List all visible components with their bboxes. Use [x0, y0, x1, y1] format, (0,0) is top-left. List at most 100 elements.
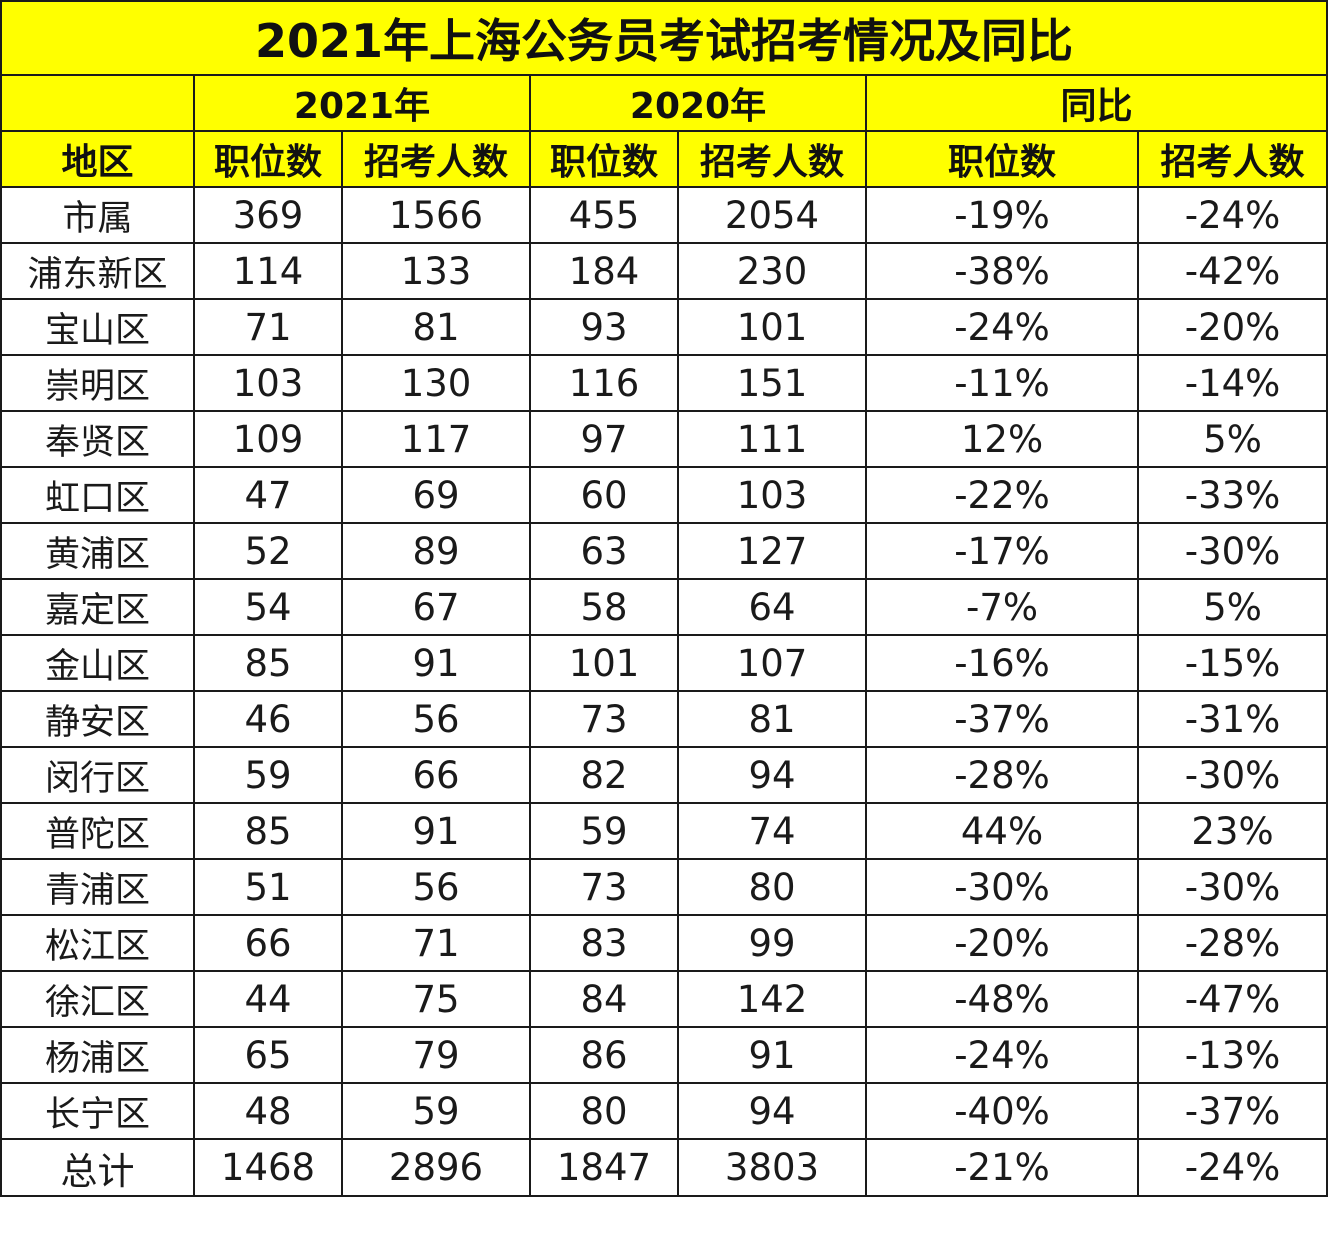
table-row: 静安区 46 56 73 81 -37% -31% — [0, 690, 1329, 748]
region-cell: 奉贤区 — [0, 410, 195, 468]
recruits-2021-cell: 66 — [341, 746, 531, 804]
positions-2021-cell: 59 — [193, 746, 343, 804]
table-row: 杨浦区 65 79 86 91 -24% -13% — [0, 1026, 1329, 1084]
region-cell: 宝山区 — [0, 298, 195, 356]
recruits-2021-cell: 79 — [341, 1026, 531, 1084]
recruits-yoy-cell: -37% — [1136, 1082, 1329, 1140]
recruits-yoy-cell: -30% — [1136, 746, 1329, 804]
recruits-2021-cell: 91 — [341, 634, 531, 692]
total-positions-yoy-cell: -21% — [865, 1138, 1139, 1197]
column-header-region: 地区 — [0, 130, 195, 188]
recruits-2021-cell: 56 — [341, 858, 531, 916]
recruits-yoy-cell: -42% — [1136, 242, 1329, 300]
table-row: 青浦区 51 56 73 80 -30% -30% — [0, 858, 1329, 916]
recruits-yoy-cell: -28% — [1136, 914, 1329, 972]
positions-2020-cell: 116 — [529, 354, 679, 412]
positions-yoy-cell: -24% — [865, 1026, 1139, 1084]
positions-2021-cell: 71 — [193, 298, 343, 356]
positions-2020-cell: 58 — [529, 578, 679, 636]
table-row: 虹口区 47 69 60 103 -22% -33% — [0, 466, 1329, 524]
positions-yoy-cell: -40% — [865, 1082, 1139, 1140]
positions-2020-cell: 82 — [529, 746, 679, 804]
recruits-yoy-cell: 23% — [1136, 802, 1329, 860]
table-row: 徐汇区 44 75 84 142 -48% -47% — [0, 970, 1329, 1028]
positions-yoy-cell: -16% — [865, 634, 1139, 692]
column-header-positions-2020: 职位数 — [529, 130, 679, 188]
positions-2021-cell: 54 — [193, 578, 343, 636]
positions-yoy-cell: -48% — [865, 970, 1139, 1028]
table-row: 松江区 66 71 83 99 -20% -28% — [0, 914, 1329, 972]
positions-2020-cell: 73 — [529, 858, 679, 916]
column-header-recruits-2020: 招考人数 — [677, 130, 867, 188]
positions-2020-cell: 84 — [529, 970, 679, 1028]
recruits-yoy-cell: -24% — [1136, 186, 1329, 244]
recruits-2020-cell: 103 — [677, 466, 867, 524]
table-row: 长宁区 48 59 80 94 -40% -37% — [0, 1082, 1329, 1140]
table-row: 奉贤区 109 117 97 111 12% 5% — [0, 410, 1329, 468]
positions-2020-cell: 63 — [529, 522, 679, 580]
positions-yoy-cell: -22% — [865, 466, 1139, 524]
year-header-2020: 2020年 — [529, 74, 867, 132]
recruits-yoy-cell: -30% — [1136, 522, 1329, 580]
recruits-2020-cell: 94 — [677, 1082, 867, 1140]
positions-2021-cell: 103 — [193, 354, 343, 412]
positions-2021-cell: 46 — [193, 690, 343, 748]
positions-2021-cell: 85 — [193, 802, 343, 860]
positions-yoy-cell: -20% — [865, 914, 1139, 972]
positions-yoy-cell: -37% — [865, 690, 1139, 748]
column-header-positions-2021: 职位数 — [193, 130, 343, 188]
recruits-2021-cell: 89 — [341, 522, 531, 580]
recruits-2020-cell: 80 — [677, 858, 867, 916]
column-header-recruits-yoy: 招考人数 — [1136, 130, 1329, 188]
year-header-yoy: 同比 — [864, 74, 1329, 132]
recruits-2020-cell: 127 — [677, 522, 867, 580]
table-row: 崇明区 103 130 116 151 -11% -14% — [0, 354, 1329, 412]
total-row: 总计 1468 2896 1847 3803 -21% -24% — [0, 1138, 1329, 1197]
region-cell: 嘉定区 — [0, 578, 195, 636]
positions-2021-cell: 109 — [193, 410, 343, 468]
recruits-2020-cell: 91 — [677, 1026, 867, 1084]
positions-2021-cell: 369 — [193, 186, 343, 244]
positions-2020-cell: 60 — [529, 466, 679, 524]
recruits-2020-cell: 64 — [677, 578, 867, 636]
recruits-2021-cell: 71 — [341, 914, 531, 972]
region-cell: 普陀区 — [0, 802, 195, 860]
recruitment-table: 2021年上海公务员考试招考情况及同比 2021年 2020年 同比 地区 职位… — [0, 0, 1329, 1197]
recruits-2020-cell: 81 — [677, 690, 867, 748]
table-row: 普陀区 85 91 59 74 44% 23% — [0, 802, 1329, 860]
positions-yoy-cell: -28% — [865, 746, 1139, 804]
region-cell: 市属 — [0, 186, 195, 244]
positions-2020-cell: 86 — [529, 1026, 679, 1084]
positions-2021-cell: 65 — [193, 1026, 343, 1084]
year-header-row: 2021年 2020年 同比 — [0, 74, 1329, 132]
table-row: 闵行区 59 66 82 94 -28% -30% — [0, 746, 1329, 804]
region-cell: 闵行区 — [0, 746, 195, 804]
region-cell: 长宁区 — [0, 1082, 195, 1140]
column-header-recruits-2021: 招考人数 — [341, 130, 531, 188]
positions-yoy-cell: -19% — [865, 186, 1139, 244]
positions-2020-cell: 83 — [529, 914, 679, 972]
positions-2020-cell: 101 — [529, 634, 679, 692]
recruits-2021-cell: 56 — [341, 690, 531, 748]
positions-2021-cell: 47 — [193, 466, 343, 524]
recruits-2020-cell: 99 — [677, 914, 867, 972]
positions-2021-cell: 52 — [193, 522, 343, 580]
positions-2020-cell: 73 — [529, 690, 679, 748]
positions-2021-cell: 114 — [193, 242, 343, 300]
region-cell: 崇明区 — [0, 354, 195, 412]
recruits-2020-cell: 74 — [677, 802, 867, 860]
recruits-yoy-cell: -30% — [1136, 858, 1329, 916]
positions-2020-cell: 97 — [529, 410, 679, 468]
recruits-2021-cell: 67 — [341, 578, 531, 636]
recruits-2020-cell: 2054 — [677, 186, 867, 244]
recruits-yoy-cell: 5% — [1136, 578, 1329, 636]
recruits-2021-cell: 75 — [341, 970, 531, 1028]
positions-yoy-cell: 12% — [865, 410, 1139, 468]
recruits-yoy-cell: -31% — [1136, 690, 1329, 748]
region-cell: 黄浦区 — [0, 522, 195, 580]
positions-yoy-cell: -24% — [865, 298, 1139, 356]
year-header-2021: 2021年 — [193, 74, 531, 132]
recruits-2021-cell: 133 — [341, 242, 531, 300]
total-recruits-2021-cell: 2896 — [341, 1138, 531, 1197]
